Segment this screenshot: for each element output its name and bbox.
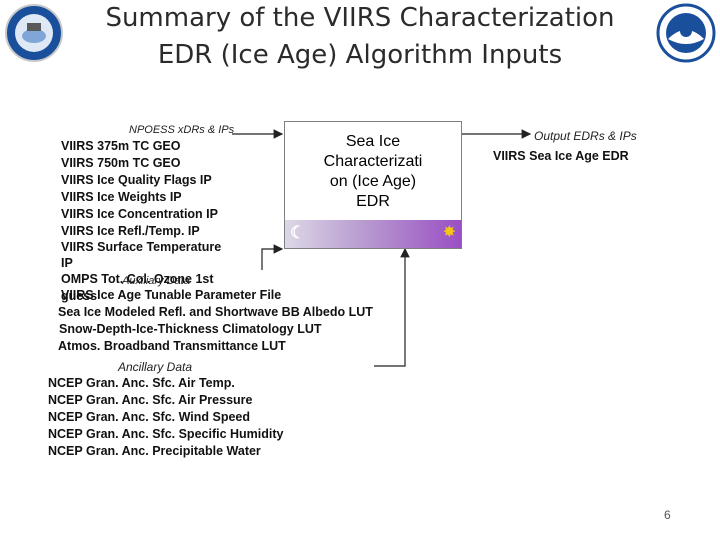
page-number: 6 [664,508,671,522]
aux-line: VIIRS Ice Age Tunable Parameter File [61,288,282,302]
sun-icon: ✸ [442,224,456,241]
aux-line: Atmos. Broadband Transmittance LUT [58,339,286,353]
input-line: VIIRS Ice Quality Flags IP [61,173,212,187]
auxiliary-label: Auxiliary Data [122,275,190,287]
moon-icon: ☾ [290,223,306,242]
ancillary-arrow [374,247,410,367]
auxiliary-arrow [261,244,284,270]
ancillary-line: NCEP Gran. Anc. Precipitable Water [48,444,261,458]
input-line: VIIRS 375m TC GEO [61,139,181,153]
input-line: VIIRS Ice Weights IP [61,190,182,204]
algorithm-box-bar: ☾ ✸ [285,220,461,248]
aux-line: Sea Ice Modeled Refl. and Shortwave BB A… [58,305,373,319]
algorithm-box-title: Sea Ice Characterizati on (Ice Age) EDR [323,133,423,210]
ancillary-line: NCEP Gran. Anc. Sfc. Specific Humidity [48,427,284,441]
title-line-1: Summary of the VIIRS Characterization [105,3,615,33]
slide-title: Summary of the VIIRS Characterization ED… [90,0,630,74]
input-line: IP [61,256,73,270]
ancillary-line: NCEP Gran. Anc. Sfc. Wind Speed [48,410,251,424]
nasa-sat-logo [4,3,64,63]
ancillary-line: NCEP Gran. Anc. Sfc. Air Temp. [48,376,235,390]
title-line-2: EDR (Ice Age) Algorithm Inputs [157,40,563,70]
input-line: VIIRS 750m TC GEO [61,156,181,170]
output-label: Output EDRs & IPs [534,129,637,143]
ancillary-label: Ancillary Data [118,360,193,374]
input-line: OMPS Tot. Col. Ozone 1st [61,272,214,286]
input-line: VIIRS Ice Refl./Temp. IP [61,224,200,238]
algorithm-box: Sea Ice Characterizati on (Ice Age) EDR … [284,121,462,249]
noaa-logo [656,3,716,63]
input-line: guess [61,289,98,303]
input-line: VIIRS Surface Temperature [61,240,222,254]
aux-line: Snow-Depth-Ice-Thickness Climatology LUT [59,322,322,336]
output-line: VIIRS Sea Ice Age EDR [493,149,629,163]
input-line: VIIRS Ice Concentration IP [61,207,218,221]
npoess-label: NPOESS xDRs & IPs [129,124,235,136]
ancillary-line: NCEP Gran. Anc. Sfc. Air Pressure [48,393,253,407]
